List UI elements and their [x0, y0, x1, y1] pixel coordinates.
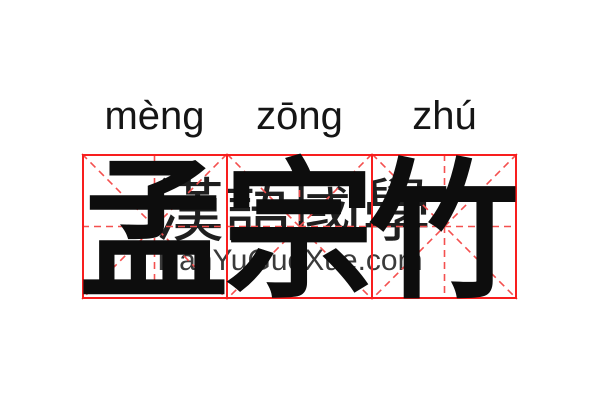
watermark-en: HanYuGuoXue.com	[157, 244, 423, 277]
hanzi-character: 竹	[368, 144, 520, 320]
mizige-guide-lines	[81, 153, 518, 300]
pinyin-syllable: zōng	[256, 94, 343, 138]
pinyin-syllable: mèng	[104, 94, 205, 138]
hanzi-character: 宗	[223, 144, 375, 320]
hanzi-character: 孟	[78, 144, 230, 320]
pinyin-row: mèng zōng zhú	[0, 0, 600, 150]
watermark-cn: 漢語國學	[155, 172, 431, 252]
mizige-grid: 孟 宗 竹	[79, 153, 519, 307]
pinyin-syllable: zhú	[412, 94, 477, 138]
